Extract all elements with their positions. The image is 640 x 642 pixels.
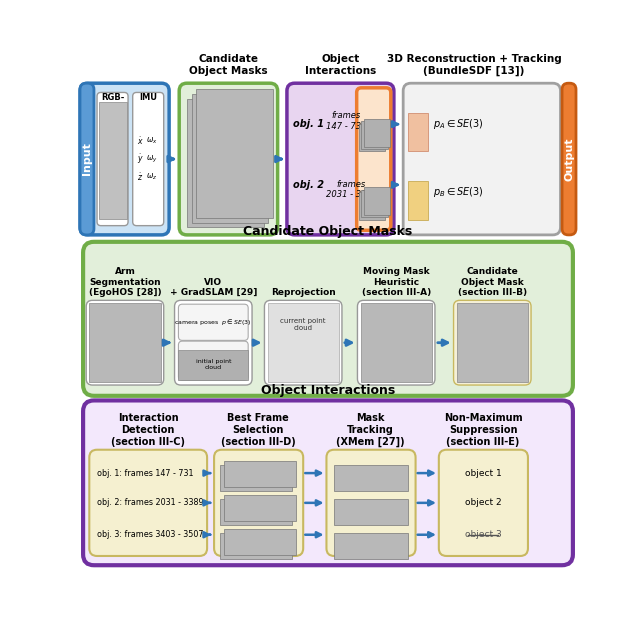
FancyBboxPatch shape — [214, 449, 303, 556]
Text: $\omega_y$: $\omega_y$ — [146, 153, 157, 164]
FancyBboxPatch shape — [90, 449, 207, 556]
FancyBboxPatch shape — [80, 83, 94, 235]
Text: initial point
cloud: initial point cloud — [196, 359, 231, 370]
Text: Interaction
Detection
(section III-C): Interaction Detection (section III-C) — [111, 413, 185, 447]
Text: Non-Maximum
Suppression
(section III-E): Non-Maximum Suppression (section III-E) — [444, 413, 522, 447]
Text: obj. 2: frames 2031 - 3389: obj. 2: frames 2031 - 3389 — [97, 498, 204, 507]
Text: $\dot{y}$: $\dot{y}$ — [138, 152, 144, 166]
Bar — [224, 461, 296, 487]
Bar — [268, 304, 339, 382]
Text: 3D Reconstruction + Tracking
(BundleSDF [13]): 3D Reconstruction + Tracking (BundleSDF … — [387, 54, 561, 76]
Text: object 1: object 1 — [465, 469, 501, 478]
FancyBboxPatch shape — [80, 83, 169, 235]
Text: obj. 3: frames 3403 - 3507: obj. 3: frames 3403 - 3507 — [97, 530, 204, 539]
Text: $\dot{z}$: $\dot{z}$ — [138, 171, 143, 183]
FancyBboxPatch shape — [175, 300, 252, 385]
Bar — [364, 187, 390, 215]
Bar — [187, 99, 264, 227]
Text: IMU: IMU — [140, 92, 157, 101]
Bar — [334, 533, 408, 559]
Bar — [90, 304, 161, 382]
Text: object 2: object 2 — [465, 498, 501, 507]
Bar — [364, 119, 390, 147]
Bar — [360, 304, 432, 382]
Bar — [362, 189, 388, 218]
FancyBboxPatch shape — [439, 449, 528, 556]
Text: camera poses  $p \in SE(3)$: camera poses $p \in SE(3)$ — [175, 317, 252, 327]
FancyBboxPatch shape — [97, 92, 128, 225]
Text: obj. 1: frames 147 - 731: obj. 1: frames 147 - 731 — [97, 469, 193, 478]
Text: Object
Interactions: Object Interactions — [305, 54, 376, 76]
Bar — [334, 499, 408, 525]
Text: Arm
Segmentation
(EgoHOS [28]): Arm Segmentation (EgoHOS [28]) — [88, 268, 161, 297]
Bar — [220, 465, 292, 491]
FancyBboxPatch shape — [179, 83, 278, 235]
Bar — [99, 103, 127, 220]
Text: $p_A \in SE(3)$: $p_A \in SE(3)$ — [433, 117, 483, 131]
Text: $\omega_x$: $\omega_x$ — [146, 135, 157, 146]
FancyBboxPatch shape — [454, 300, 531, 385]
Text: $p_B \in SE(3)$: $p_B \in SE(3)$ — [433, 186, 483, 200]
Text: RGB-: RGB- — [101, 92, 124, 101]
Bar — [359, 192, 385, 220]
Bar — [179, 351, 248, 381]
Bar — [408, 181, 428, 220]
Text: current point
cloud: current point cloud — [280, 318, 326, 331]
Bar — [224, 495, 296, 521]
Bar — [191, 94, 268, 223]
Text: frames
2031 - 3389: frames 2031 - 3389 — [326, 180, 377, 199]
Text: $\dot{x}$: $\dot{x}$ — [138, 135, 144, 147]
Bar — [362, 121, 388, 149]
Text: Reprojection: Reprojection — [271, 288, 335, 297]
Text: Candidate
Object Masks: Candidate Object Masks — [189, 54, 268, 76]
Bar — [220, 499, 292, 525]
Text: frames
147 - 731: frames 147 - 731 — [326, 112, 366, 131]
FancyBboxPatch shape — [83, 401, 573, 565]
Text: obj. 1: obj. 1 — [293, 119, 324, 129]
FancyBboxPatch shape — [264, 300, 342, 385]
FancyBboxPatch shape — [358, 300, 435, 385]
Text: Mask
Tracking
(XMem [27]): Mask Tracking (XMem [27]) — [336, 413, 405, 447]
FancyBboxPatch shape — [179, 341, 248, 381]
FancyBboxPatch shape — [356, 88, 391, 230]
FancyBboxPatch shape — [403, 83, 561, 235]
Text: Best Frame
Selection
(section III-D): Best Frame Selection (section III-D) — [221, 413, 296, 447]
Text: object 3: object 3 — [465, 530, 501, 539]
Text: Moving Mask
Heuristic
(section III-A): Moving Mask Heuristic (section III-A) — [362, 268, 431, 297]
Bar — [359, 124, 385, 152]
Text: obj. 2: obj. 2 — [293, 180, 324, 190]
FancyBboxPatch shape — [287, 83, 394, 235]
FancyBboxPatch shape — [179, 304, 248, 340]
Text: VIO
+ GradSLAM [29]: VIO + GradSLAM [29] — [170, 278, 257, 297]
Text: Input: Input — [82, 143, 92, 175]
Text: Candidate Object Masks: Candidate Object Masks — [243, 225, 413, 238]
Bar — [334, 465, 408, 491]
Bar — [220, 533, 292, 559]
FancyBboxPatch shape — [132, 92, 164, 225]
FancyBboxPatch shape — [83, 242, 573, 396]
Bar — [196, 89, 273, 218]
Text: Output: Output — [564, 137, 574, 181]
FancyBboxPatch shape — [86, 300, 164, 385]
FancyBboxPatch shape — [326, 449, 415, 556]
Bar — [457, 304, 528, 382]
Text: Object Interactions: Object Interactions — [261, 385, 395, 397]
Bar — [408, 113, 428, 152]
FancyBboxPatch shape — [562, 83, 576, 235]
Text: $\omega_z$: $\omega_z$ — [146, 172, 157, 182]
Text: Candidate
Object Mask
(section III-B): Candidate Object Mask (section III-B) — [458, 268, 527, 297]
Bar — [224, 529, 296, 555]
